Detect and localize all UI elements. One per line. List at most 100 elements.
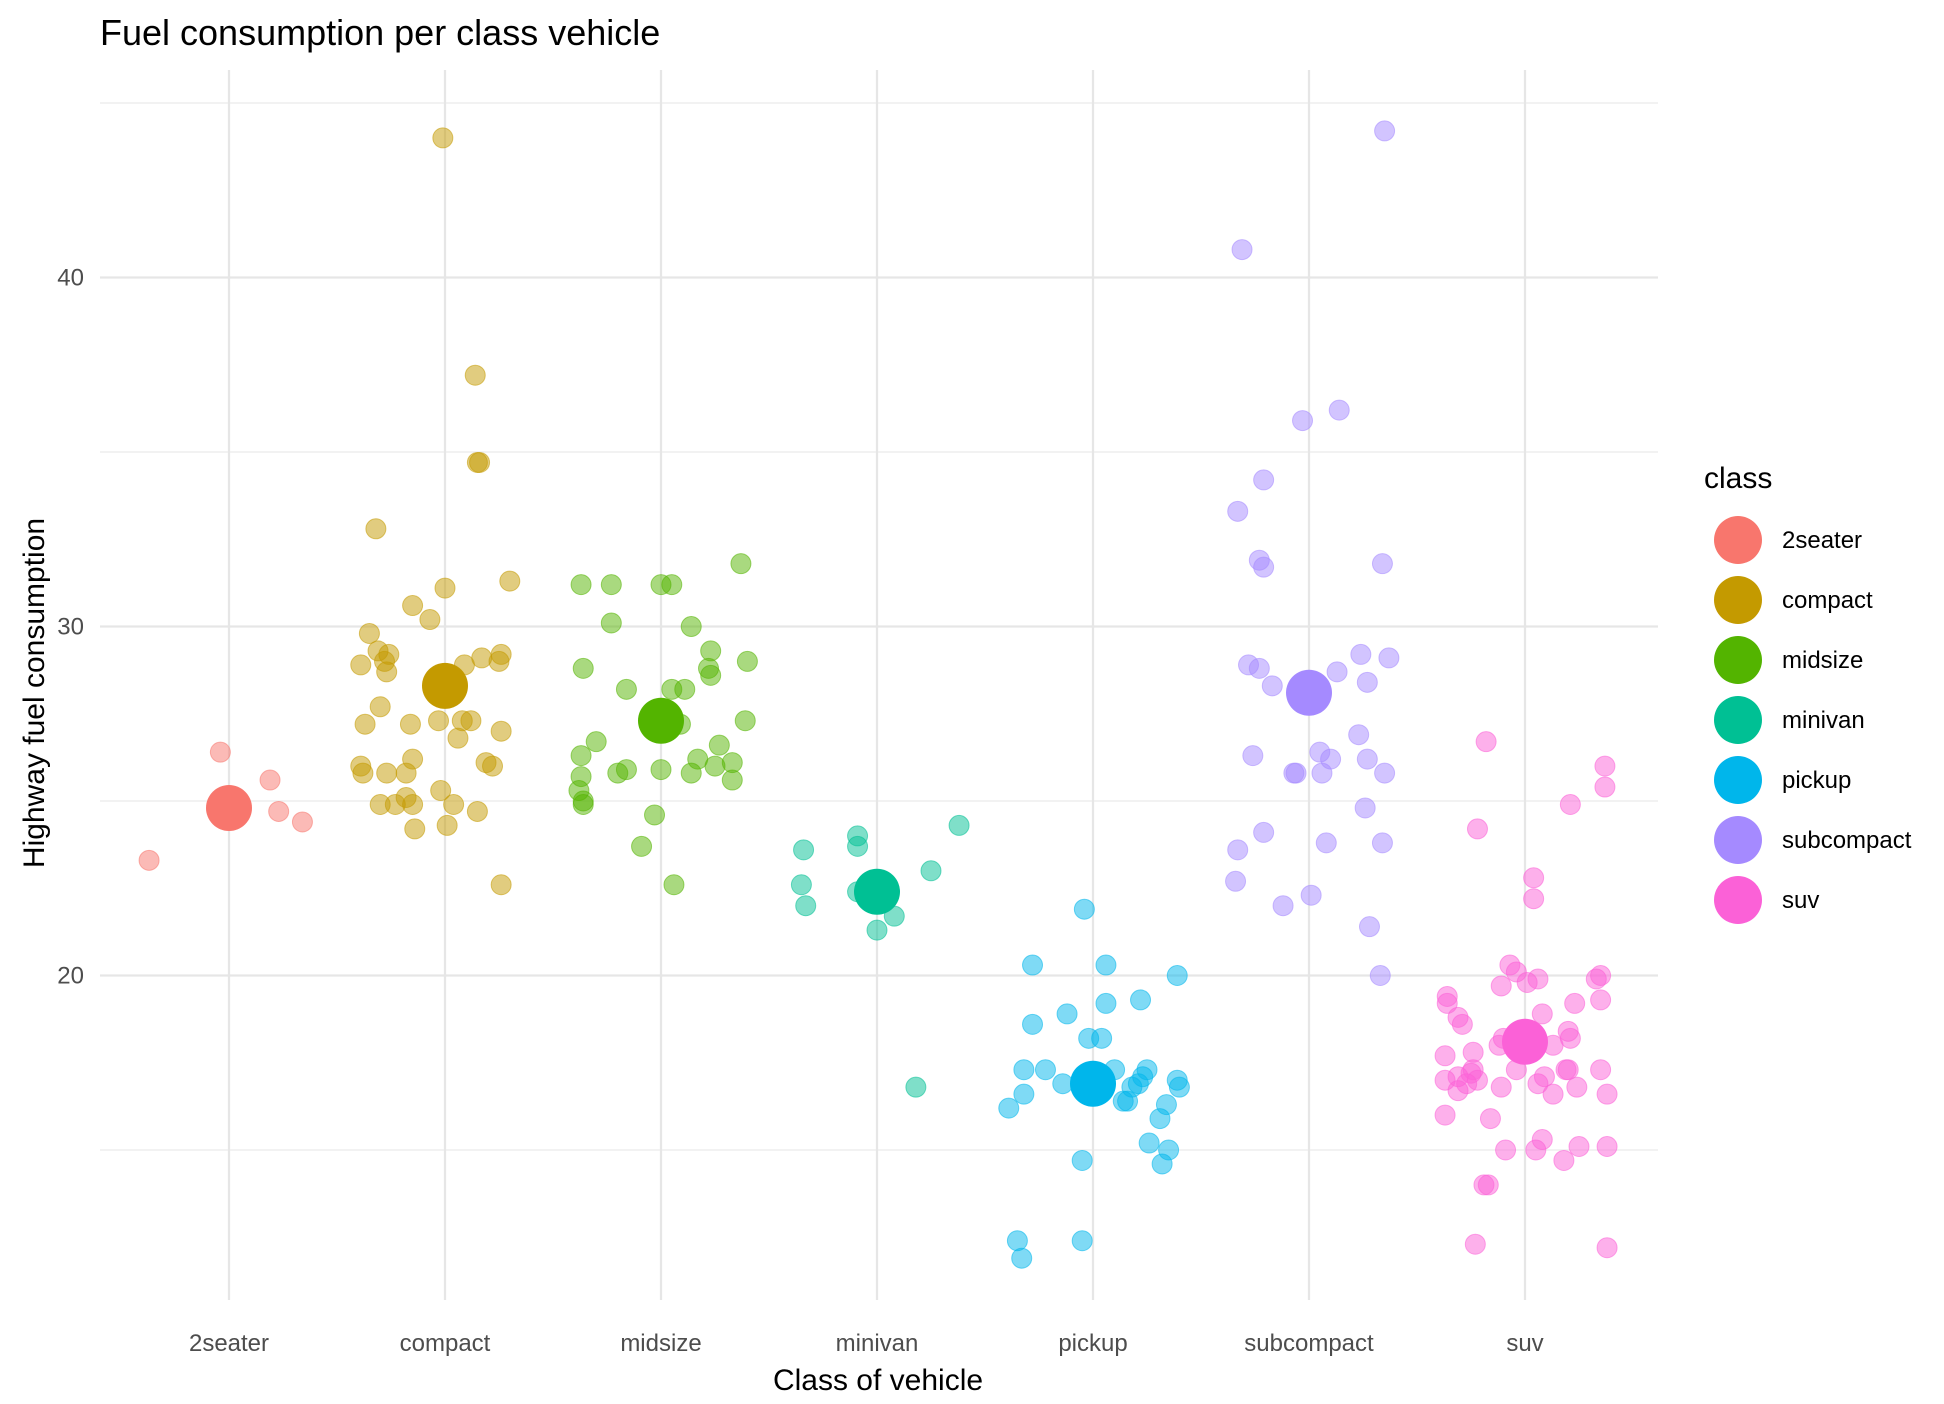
data-point <box>1253 821 1275 843</box>
data-point <box>490 720 512 742</box>
data-point <box>1531 1003 1553 1025</box>
data-point <box>404 818 426 840</box>
data-point <box>291 811 313 833</box>
x-tick-labels: 2seater compact midsize minivan pickup subcom… <box>189 1330 1544 1357</box>
data-point <box>1557 1059 1579 1081</box>
y-tick-labels: 20 30 40 <box>57 265 84 990</box>
data-point <box>460 710 482 732</box>
data-point <box>1374 762 1396 784</box>
data-point <box>920 860 942 882</box>
legend-label: 2seater <box>1782 527 1862 554</box>
data-point <box>793 839 815 861</box>
x-tick-label: minivan <box>836 1330 919 1357</box>
data-point <box>700 640 722 662</box>
data-point <box>1590 1059 1612 1081</box>
data-point <box>1447 1080 1469 1102</box>
data-point <box>1596 1136 1618 1158</box>
data-point <box>402 793 424 815</box>
data-point <box>436 814 458 836</box>
legend-label: minivan <box>1782 707 1865 734</box>
data-point <box>1436 992 1458 1014</box>
data-point <box>432 127 454 149</box>
data-point <box>674 678 696 700</box>
data-point <box>1248 657 1270 679</box>
data-point <box>1490 975 1512 997</box>
legend-label: midsize <box>1782 647 1863 674</box>
data-point <box>1566 1076 1588 1098</box>
data-point <box>1138 1132 1160 1154</box>
data-point <box>1596 1083 1618 1105</box>
data-point <box>1590 989 1612 1011</box>
data-point <box>358 622 380 644</box>
data-point <box>570 574 592 596</box>
data-point <box>1261 675 1283 697</box>
data-point <box>1091 1027 1113 1049</box>
y-axis-title: Highway fuel consumption <box>18 518 51 868</box>
data-point <box>1095 992 1117 1014</box>
data-point <box>1475 731 1497 753</box>
data-point <box>1326 661 1348 683</box>
x-tick-label: suv <box>1506 1330 1543 1357</box>
x-tick-label: midsize <box>620 1330 701 1357</box>
data-point <box>430 780 452 802</box>
data-point <box>736 650 758 672</box>
data-point <box>1292 410 1314 432</box>
mean-point <box>422 662 468 709</box>
data-point <box>1350 643 1372 665</box>
data-point <box>1013 1083 1035 1105</box>
legend-swatch <box>1714 636 1762 684</box>
data-point <box>600 574 622 596</box>
data-point <box>369 696 391 718</box>
x-tick-label: compact <box>400 1330 491 1357</box>
data-point <box>866 919 888 941</box>
data-point <box>795 895 817 917</box>
legend-label: subcompact <box>1782 827 1912 854</box>
mean-point <box>1502 1018 1548 1065</box>
data-point <box>644 804 666 826</box>
data-point <box>1356 671 1378 693</box>
data-point <box>1071 1230 1093 1252</box>
data-point <box>1006 1230 1028 1252</box>
data-point <box>1585 968 1607 990</box>
data-point <box>1149 1108 1171 1130</box>
data-point <box>1525 1139 1547 1161</box>
data-point <box>434 577 456 599</box>
y-tick-label: 40 <box>57 265 84 292</box>
y-tick-label: 20 <box>57 963 84 990</box>
data-point <box>631 835 653 857</box>
data-point <box>1242 745 1264 767</box>
legend-swatch <box>1714 576 1762 624</box>
data-point <box>499 570 521 592</box>
data-point <box>259 769 281 791</box>
data-point <box>1596 1237 1618 1259</box>
data-point <box>1011 1247 1033 1269</box>
data-point <box>1378 647 1400 669</box>
data-point <box>1052 1073 1074 1095</box>
legend-swatch <box>1714 816 1762 864</box>
chart-title: Fuel consumption per class vehicle <box>100 12 660 53</box>
data-point <box>1285 762 1307 784</box>
legend: class 2seater compact midsize minivan pickup… <box>1704 462 1912 924</box>
data-point <box>395 762 417 784</box>
data-point <box>268 800 290 822</box>
data-point <box>1490 1076 1512 1098</box>
data-point <box>704 755 726 777</box>
data-point <box>700 664 722 686</box>
data-point <box>1227 839 1249 861</box>
data-point <box>572 657 594 679</box>
data-point <box>1553 1149 1575 1171</box>
data-point <box>1311 762 1333 784</box>
data-point <box>661 574 683 596</box>
data-point <box>1434 1104 1456 1126</box>
mean-point <box>1286 669 1332 716</box>
data-point <box>1168 1076 1190 1098</box>
data-point <box>1594 755 1616 777</box>
data-point <box>600 612 622 634</box>
legend-swatch <box>1714 516 1762 564</box>
legend-title: class <box>1704 462 1772 495</box>
data-point <box>948 814 970 836</box>
data-point <box>680 762 702 784</box>
data-point <box>469 451 491 473</box>
data-point <box>1523 867 1545 889</box>
